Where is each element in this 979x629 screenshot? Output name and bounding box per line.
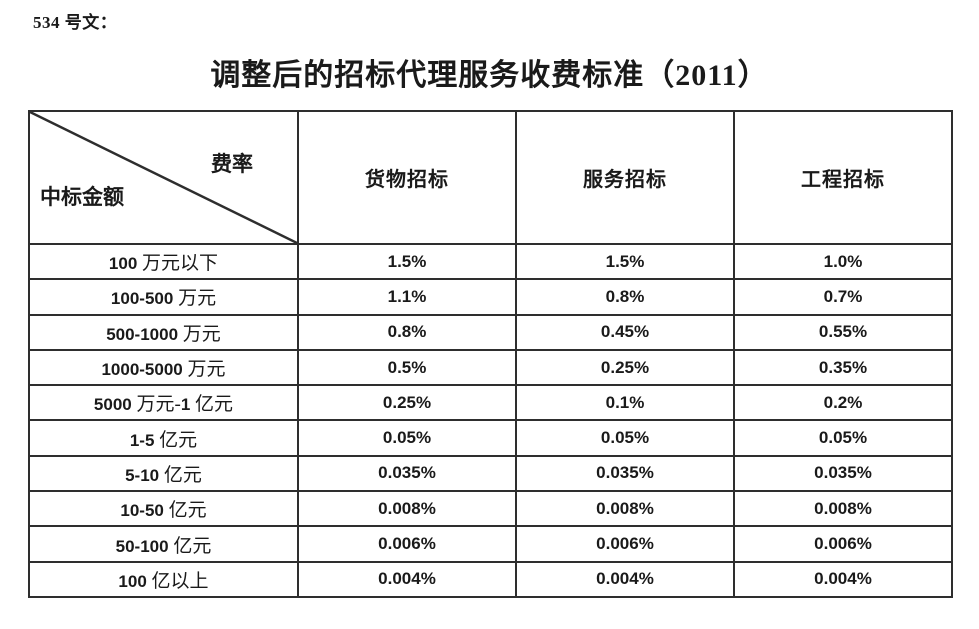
doc-number: 534 号文： <box>33 13 118 32</box>
fee-cell: 0.004% <box>297 560 517 599</box>
fee-cell: 0.2% <box>733 384 953 422</box>
fee-cell: 0.1% <box>515 384 735 422</box>
fee-cell: 0.006% <box>515 525 735 563</box>
fee-cell: 0.25% <box>515 348 735 387</box>
table-row: 100 万元以下 1.5% 1.5% 1.0% <box>28 242 953 281</box>
fee-cell: 0.035% <box>515 454 735 493</box>
fee-cell: 0.45% <box>515 313 735 351</box>
fee-cell: 1.5% <box>515 242 735 281</box>
row-label: 100 亿以上 <box>28 560 299 599</box>
fee-cell: 1.0% <box>733 242 953 281</box>
fee-cell: 0.25% <box>297 384 517 422</box>
fee-cell: 0.8% <box>297 313 517 351</box>
fee-standard-table: 费率 中标金额 货物招标 服务招标 工程招标 100 万元以下 1.5% 1.5… <box>28 110 953 599</box>
row-label: 5-10 亿元 <box>28 454 299 493</box>
row-label: 10-50 亿元 <box>28 490 299 528</box>
fee-cell: 0.035% <box>297 454 517 493</box>
page-title: 调整后的招标代理服务收费标准（2011） <box>210 59 769 92</box>
row-label: 100 万元以下 <box>28 242 299 281</box>
column-header-engineering: 工程招标 <box>733 110 953 245</box>
row-label: 5000 万元-1 亿元 <box>28 384 299 422</box>
fee-cell: 0.004% <box>733 560 953 599</box>
table-row: 5-10 亿元 0.035% 0.035% 0.035% <box>28 454 953 493</box>
fee-cell: 1.1% <box>297 278 517 316</box>
table-row: 1000-5000 万元 0.5% 0.25% 0.35% <box>28 348 953 387</box>
table-row: 5000 万元-1 亿元 0.25% 0.1% 0.2% <box>28 384 953 422</box>
table-row: 10-50 亿元 0.008% 0.008% 0.008% <box>28 490 953 528</box>
row-label: 1-5 亿元 <box>28 419 299 457</box>
corner-label-amount: 中标金额 <box>40 185 124 209</box>
fee-cell: 0.006% <box>733 525 953 563</box>
table-header-row: 费率 中标金额 货物招标 服务招标 工程招标 <box>28 110 953 245</box>
row-label: 500-1000 万元 <box>28 313 299 351</box>
corner-label-rate: 费率 <box>211 152 253 176</box>
fee-cell: 0.55% <box>733 313 953 351</box>
row-label: 50-100 亿元 <box>28 525 299 563</box>
fee-cell: 0.004% <box>515 560 735 599</box>
fee-cell: 0.035% <box>733 454 953 493</box>
table-row: 1-5 亿元 0.05% 0.05% 0.05% <box>28 419 953 457</box>
column-header-services: 服务招标 <box>515 110 735 245</box>
fee-cell: 0.5% <box>297 348 517 387</box>
fee-cell: 0.35% <box>733 348 953 387</box>
fee-cell: 0.008% <box>297 490 517 528</box>
fee-cell: 1.5% <box>297 242 517 281</box>
fee-cell: 0.05% <box>515 419 735 457</box>
fee-cell: 0.7% <box>733 278 953 316</box>
column-header-goods: 货物招标 <box>297 110 517 245</box>
fee-cell: 0.05% <box>297 419 517 457</box>
fee-cell: 0.8% <box>515 278 735 316</box>
fee-cell: 0.006% <box>297 525 517 563</box>
corner-cell: 费率 中标金额 <box>28 110 299 245</box>
row-label: 100-500 万元 <box>28 278 299 316</box>
table-row: 100-500 万元 1.1% 0.8% 0.7% <box>28 278 953 316</box>
fee-cell: 0.008% <box>515 490 735 528</box>
table-row: 50-100 亿元 0.006% 0.006% 0.006% <box>28 525 953 563</box>
diagonal-line <box>30 112 297 243</box>
fee-cell: 0.05% <box>733 419 953 457</box>
table-row: 100 亿以上 0.004% 0.004% 0.004% <box>28 560 953 599</box>
table-row: 500-1000 万元 0.8% 0.45% 0.55% <box>28 313 953 351</box>
row-label: 1000-5000 万元 <box>28 348 299 387</box>
fee-cell: 0.008% <box>733 490 953 528</box>
